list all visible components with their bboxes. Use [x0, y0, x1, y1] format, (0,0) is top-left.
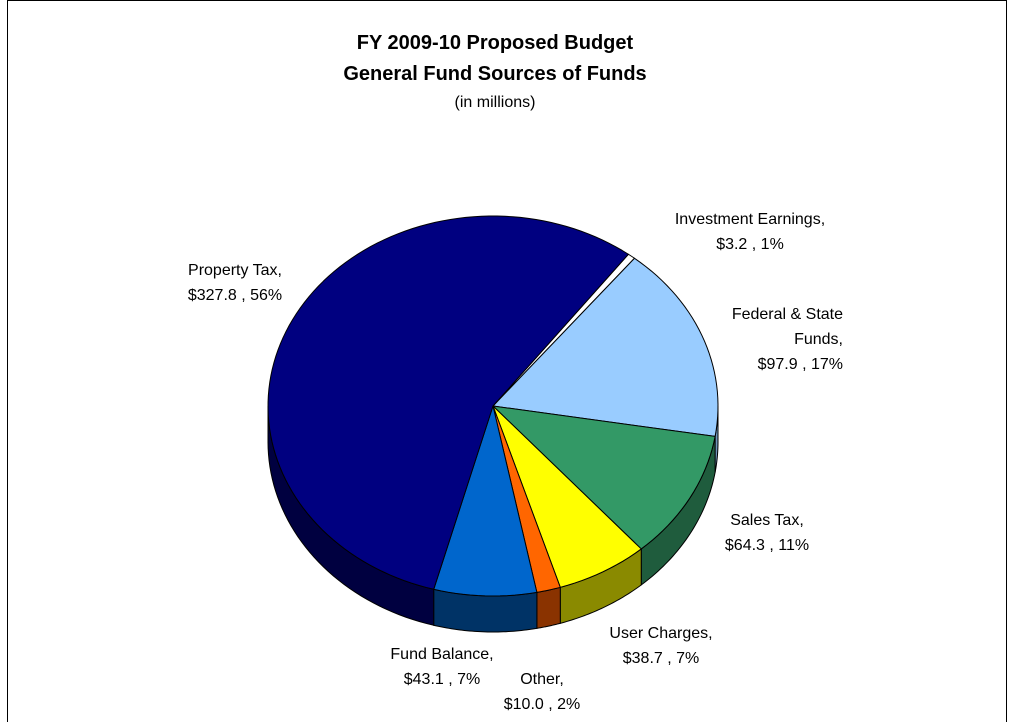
pie-slice — [267, 215, 629, 590]
slice-label-line: $327.8 , 56% — [188, 287, 282, 304]
slice-label-line: Investment Earnings, — [675, 211, 825, 228]
slice-label-line: Federal & State — [732, 306, 843, 323]
slice-label-line: User Charges, — [609, 625, 712, 642]
chart-units-note: (in millions) — [455, 94, 536, 111]
slice-label-line: Other, — [520, 671, 564, 688]
chart-subtitle: General Fund Sources of Funds — [343, 63, 646, 85]
slice-label-line: Sales Tax, — [730, 512, 804, 529]
slice-label: Other, $10.0 , 2% — [504, 671, 581, 713]
slice-label-line: $10.0 , 2% — [504, 696, 581, 713]
slice-label-line: $3.2 , 1% — [716, 236, 784, 253]
slice-label-line: $43.1 , 7% — [404, 671, 481, 688]
pie-slice-side — [536, 586, 561, 629]
pie-slice — [492, 257, 719, 437]
pie-slice — [492, 253, 635, 407]
slice-label: Investment Earnings, $3.2 , 1% — [675, 211, 825, 253]
slice-label-line: $64.3 , 11% — [725, 537, 809, 554]
slice-label: Federal & State Funds, $97.9 , 17% — [732, 306, 843, 373]
pie-slice — [492, 405, 642, 588]
slice-label: Sales Tax, $64.3 , 11% — [725, 512, 809, 554]
pie-sides — [267, 405, 719, 633]
pie-labels: Investment Earnings, $3.2 , 1% Federal & S… — [188, 211, 843, 713]
slice-label-line: $97.9 , 17% — [758, 356, 843, 373]
pie-slice — [492, 405, 561, 593]
slice-label: Fund Balance, $43.1 , 7% — [390, 646, 493, 688]
slice-label: Property Tax, $327.8 , 56% — [188, 262, 282, 304]
pie-slice — [492, 405, 716, 550]
slice-label-line: $38.7 , 7% — [623, 650, 700, 667]
slice-label-line: Property Tax, — [188, 262, 282, 279]
chart-title: FY 2009-10 Proposed Budget — [357, 32, 634, 54]
slice-label: User Charges, $38.7 , 7% — [609, 625, 712, 667]
pie-tops — [267, 215, 719, 597]
slice-label-line: Fund Balance, — [390, 646, 493, 663]
slice-label-line: Funds, — [794, 331, 843, 348]
pie-slice — [433, 405, 538, 597]
